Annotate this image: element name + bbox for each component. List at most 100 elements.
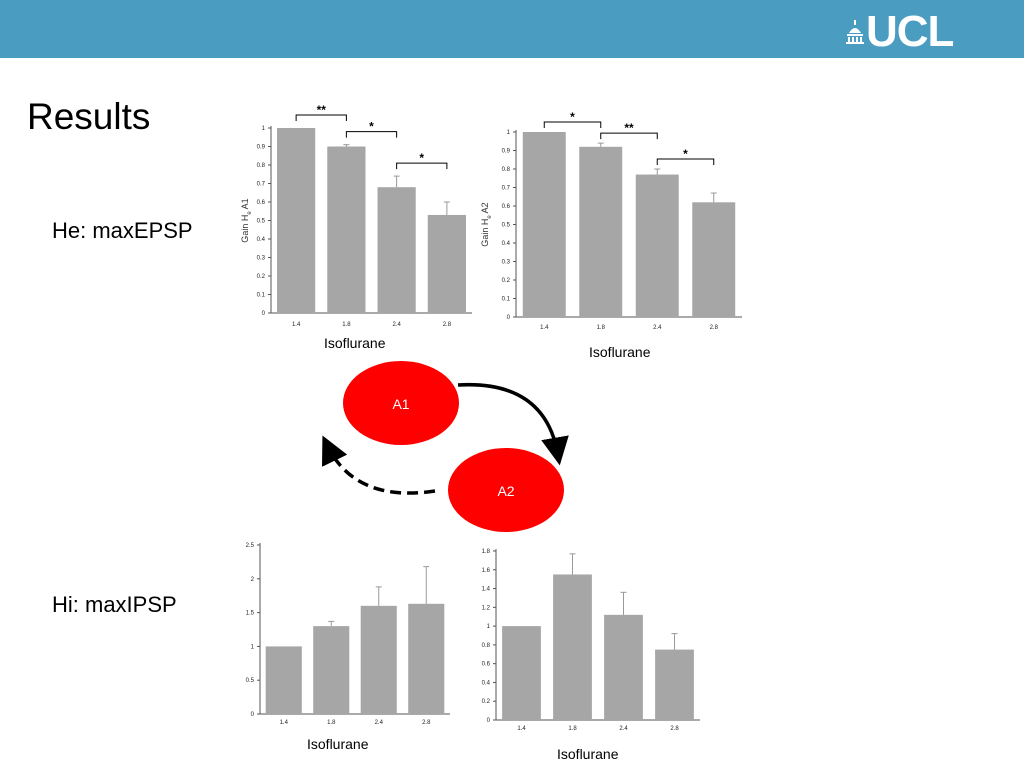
bar-2.8 (427, 214, 466, 313)
bar-1.8 (553, 574, 592, 720)
x-tick-label: 1.8 (597, 325, 606, 331)
y-tick-label: 0 (262, 311, 266, 317)
slide-title: Results (27, 96, 151, 137)
y-tick-label: 0.3 (257, 256, 266, 262)
y-tick-label: 1.2 (482, 605, 491, 611)
significance-bracket (543, 121, 602, 128)
bar-1.4 (522, 132, 566, 317)
bar-2.4 (360, 605, 397, 714)
x-tick-label: 1.4 (540, 325, 549, 331)
y-tick-label: 0.4 (482, 680, 491, 686)
bar-1.4 (277, 128, 316, 313)
significance-bracket (600, 132, 658, 140)
node-a2-label: A2 (497, 483, 514, 499)
x-tick-label: 2.8 (710, 325, 719, 331)
bar-2.8 (408, 603, 445, 714)
significance-label: * (419, 151, 424, 165)
y-tick-label: 0.7 (257, 182, 266, 188)
y-tick-label: 0.9 (257, 145, 266, 151)
chart-he-a1: 0 0.1 0.2 0.3 0.4 0.5 0.6 0.7 0.8 0.9 1 1.4 1.8 2.4 2.… (240, 103, 472, 328)
y-tick-label: 0.4 (502, 241, 511, 247)
chart-hi-a2: 0 0.2 0.4 0.6 0.8 1 1.2 1.4 1.6 1.8 1.4 1.8 2.4 2.8 (482, 549, 700, 732)
bar-2.4 (604, 614, 643, 720)
x-tick-label: 2.4 (375, 720, 384, 726)
y-axis-label: Gain He A2 (480, 202, 493, 246)
x-tick-label: 1.8 (568, 726, 577, 732)
arrow-a2-to-a1 (322, 435, 436, 495)
significance-label: ** (317, 103, 327, 117)
y-tick-label: 0.8 (257, 163, 266, 169)
x-tick-label: 2.8 (422, 720, 431, 726)
arrow-a1-to-a2 (457, 382, 569, 466)
significance-bracket (295, 114, 347, 121)
x-tick-label: 1.4 (280, 720, 289, 726)
x-tick-label: 1.8 (327, 720, 336, 726)
he-label: He: maxEPSP (52, 218, 193, 243)
y-tick-label: 0.4 (257, 237, 266, 243)
y-tick-label: 1.4 (482, 587, 491, 593)
y-tick-label: 1.5 (246, 611, 255, 617)
y-tick-label: 0.5 (257, 219, 266, 225)
y-tick-label: 0.9 (502, 149, 511, 155)
y-tick-label: 0 (487, 718, 491, 724)
y-tick-label: 0.5 (246, 678, 255, 684)
y-tick-label: 0.2 (502, 278, 511, 284)
y-tick-label: 1.8 (482, 549, 491, 555)
logo-text: UCL (866, 7, 954, 56)
xlabel-he-a1: Isoflurane (324, 335, 386, 351)
y-tick-label: 0.6 (482, 662, 491, 668)
significance-label: * (683, 147, 688, 161)
y-tick-label: 0.6 (257, 200, 266, 206)
xlabel-he-a2: Isoflurane (589, 344, 651, 360)
bar-2.8 (655, 649, 694, 720)
bar-2.4 (377, 187, 416, 313)
x-tick-label: 1.8 (342, 322, 351, 328)
node-a2 (448, 448, 564, 532)
y-tick-label: 0.1 (502, 297, 511, 303)
bar-2.8 (692, 202, 736, 317)
y-tick-label: 0 (251, 712, 255, 718)
node-a1-label: A1 (392, 396, 409, 412)
y-tick-label: 0 (507, 315, 511, 321)
xlabel-hi-a2: Isoflurane (557, 746, 619, 762)
x-tick-label: 2.8 (443, 322, 452, 328)
y-tick-label: 1 (262, 126, 266, 132)
y-tick-label: 0.7 (502, 186, 511, 192)
y-tick-label: 0.6 (502, 204, 511, 210)
portico-icon (846, 20, 864, 44)
y-tick-label: 1 (251, 644, 255, 650)
connectivity-diagram: A1 A2 (322, 361, 569, 532)
significance-bracket (396, 162, 448, 170)
chart-hi-a1: 0 0.5 1 1.5 2 2.5 1.4 1.8 2.4 2.8 (246, 543, 450, 726)
y-tick-label: 2 (251, 577, 255, 583)
significance-label: * (570, 110, 575, 124)
x-tick-label: 2.4 (619, 726, 628, 732)
y-tick-label: 0.3 (502, 260, 511, 266)
chart-he-a2: 0 0.1 0.2 0.3 0.4 0.5 0.6 0.7 0.8 0.9 1 1.4 1.8 2.4 2.… (480, 110, 742, 331)
y-tick-label: 0.1 (257, 293, 266, 299)
y-tick-label: 1 (487, 624, 491, 630)
bar-1.4 (502, 626, 541, 720)
y-tick-label: 0.2 (482, 699, 491, 705)
significance-label: * (369, 120, 374, 134)
y-tick-label: 2.5 (246, 543, 255, 549)
ucl-logo: UCL (844, 8, 994, 56)
y-tick-label: 1 (507, 130, 511, 136)
significance-bracket (345, 131, 398, 138)
bar-1.8 (579, 146, 623, 317)
y-tick-label: 0.2 (257, 274, 266, 280)
x-tick-label: 2.8 (670, 726, 679, 732)
x-tick-label: 1.4 (517, 726, 526, 732)
bar-1.8 (313, 626, 350, 714)
x-tick-label: 2.4 (653, 325, 662, 331)
bar-2.4 (635, 174, 679, 317)
hi-label: Hi: maxIPSP (52, 592, 177, 617)
node-a1 (343, 361, 459, 445)
bar-1.4 (265, 646, 302, 714)
y-tick-label: 0.8 (482, 643, 491, 649)
significance-bracket (656, 158, 715, 165)
bar-1.8 (327, 146, 366, 313)
y-axis-label: Gain He A1 (240, 198, 253, 242)
x-tick-label: 2.4 (392, 322, 401, 328)
significance-label: ** (624, 121, 634, 135)
